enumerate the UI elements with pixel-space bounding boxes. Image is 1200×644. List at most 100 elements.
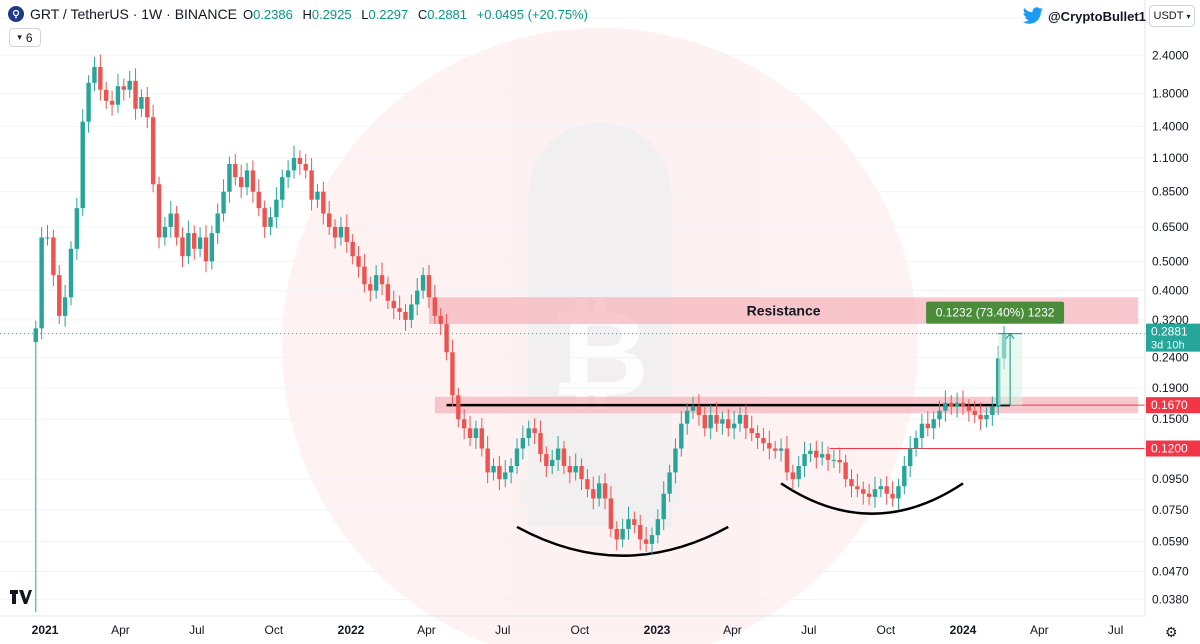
- candle: [133, 80, 138, 109]
- resistance-label: Resistance: [747, 303, 821, 319]
- candle: [479, 428, 484, 449]
- candle: [931, 419, 936, 429]
- candle: [80, 121, 85, 209]
- candle: [256, 191, 261, 209]
- x-tick-label: Jul: [801, 623, 816, 637]
- candle: [250, 170, 256, 192]
- grt-logo-icon: [8, 6, 24, 22]
- candle: [186, 233, 191, 257]
- candle: [467, 428, 473, 439]
- candle: [109, 100, 115, 105]
- low-value: 0.2297: [368, 6, 409, 22]
- candle: [767, 443, 772, 449]
- candle: [538, 433, 543, 455]
- candle: [74, 208, 80, 249]
- y-tick-label: 1.4000: [1152, 119, 1189, 133]
- symbol-title[interactable]: GRT / TetherUS · 1W · BINANCE: [30, 6, 237, 22]
- candle: [162, 226, 168, 238]
- candle: [966, 406, 972, 411]
- candle: [338, 226, 344, 238]
- candle: [350, 241, 355, 257]
- settings-gear-icon[interactable]: ⚙: [1165, 624, 1178, 640]
- y-tick-label: 0.4000: [1152, 284, 1189, 298]
- candle: [831, 459, 837, 461]
- candle: [368, 284, 373, 291]
- candle: [274, 199, 279, 218]
- candle: [127, 80, 132, 90]
- candle: [632, 519, 637, 525]
- chart-header: GRT / TetherUS · 1W · BINANCE O0.2386 H0…: [8, 6, 588, 22]
- candle: [121, 86, 127, 90]
- high-value: 0.2925: [311, 6, 352, 22]
- y-tick-label: 0.6500: [1152, 220, 1189, 234]
- candle: [332, 226, 338, 238]
- candle: [602, 483, 608, 499]
- candle: [661, 493, 666, 520]
- candle: [655, 519, 661, 536]
- x-tick-label: Oct: [265, 623, 284, 637]
- candle: [614, 528, 619, 540]
- y-tick-label: 0.5000: [1152, 254, 1189, 268]
- candle: [444, 324, 449, 353]
- candle: [180, 237, 185, 257]
- candle: [45, 237, 50, 239]
- candle: [403, 311, 408, 320]
- y-tick-label: 0.3200: [1152, 313, 1189, 327]
- candle: [432, 297, 438, 316]
- y-tick-label: 0.0590: [1152, 535, 1189, 549]
- candle: [426, 275, 432, 298]
- y-axis-ticks[interactable]: 3.20002.40001.80001.40001.10000.85000.65…: [1152, 11, 1189, 606]
- candle: [379, 275, 385, 285]
- candle: [855, 486, 860, 490]
- candle: [737, 414, 743, 424]
- candle: [497, 466, 502, 480]
- y-tick-label: 0.2400: [1152, 351, 1189, 365]
- open-value: 0.2386: [253, 6, 293, 22]
- candle: [790, 472, 796, 480]
- candle: [626, 519, 631, 529]
- twitter-bird-icon: [1022, 7, 1043, 24]
- candle: [890, 493, 895, 499]
- candle: [150, 117, 156, 185]
- candle: [473, 428, 479, 439]
- candle: [585, 479, 590, 490]
- y-tick-label: 0.0950: [1152, 472, 1189, 486]
- candle: [778, 448, 784, 451]
- x-tick-label: 2023: [644, 623, 671, 637]
- candle: [819, 454, 825, 458]
- current-price-tag: [1146, 323, 1200, 352]
- cup-1-arc: [516, 525, 729, 557]
- candle: [872, 489, 878, 497]
- candle: [579, 466, 584, 480]
- x-tick-label: Oct: [571, 623, 590, 637]
- currency-selector[interactable]: USDT ▾: [1149, 5, 1195, 27]
- level-price-tag: [1146, 397, 1200, 414]
- candle: [591, 489, 596, 499]
- x-axis-ticks[interactable]: 2021 Apr Jul Oct 2022 Apr Jul Oct 2023 Apr Jul Oct 2…: [32, 623, 1124, 637]
- candle: [990, 406, 995, 415]
- indicators-toggle[interactable]: ▾ 6: [9, 28, 41, 47]
- candle: [456, 395, 461, 420]
- candle: [520, 438, 526, 449]
- candle: [954, 402, 960, 407]
- candles-layer: [33, 54, 1007, 612]
- candle: [919, 423, 925, 439]
- candle: [902, 466, 907, 487]
- candle: [174, 213, 179, 238]
- level-price-tag: [1146, 440, 1200, 457]
- candle: [309, 170, 314, 200]
- candle: [168, 213, 173, 227]
- candle: [684, 410, 690, 424]
- change-value: +0.0495 (+20.75%): [476, 6, 588, 22]
- candle: [984, 414, 989, 420]
- candle: [227, 164, 232, 192]
- annotations-layer: 0.1232 (73.40%) 1232: [926, 301, 1065, 406]
- candle: [385, 284, 391, 301]
- candle: [544, 454, 549, 467]
- y-gridlines: [0, 17, 1145, 600]
- measure-label-box: [926, 301, 1065, 324]
- candle: [51, 237, 56, 276]
- high-label: H: [302, 6, 312, 22]
- arcs-layer: [516, 482, 964, 557]
